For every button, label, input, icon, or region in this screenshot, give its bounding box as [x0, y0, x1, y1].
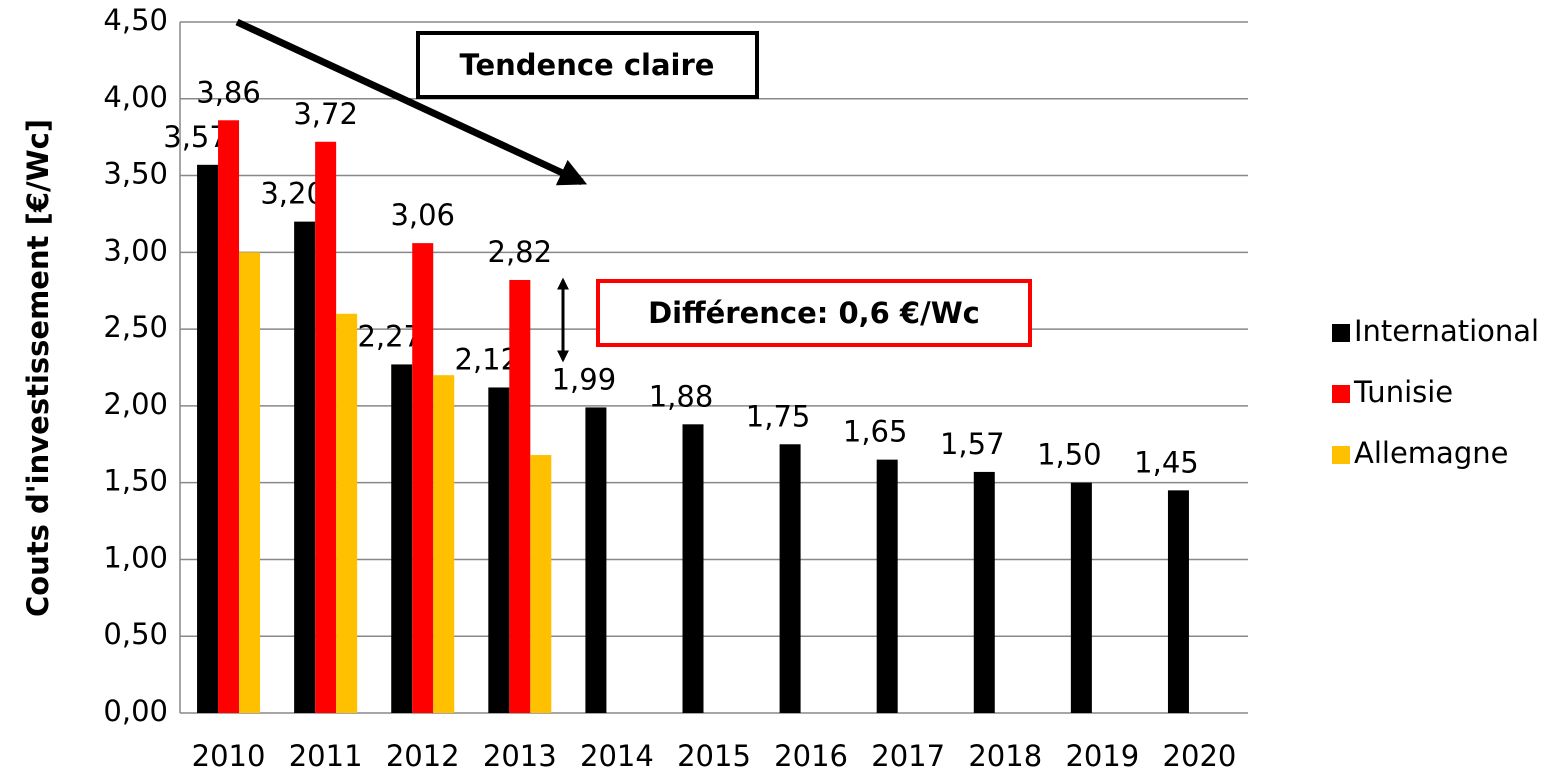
x-tick-label: 2016: [774, 739, 848, 773]
legend-label: Tunisie: [1353, 375, 1453, 409]
bar: [336, 313, 358, 713]
y-tick-label: 0,00: [103, 694, 168, 728]
legend-swatch: [1332, 324, 1350, 342]
x-tick-label: 2019: [1065, 739, 1139, 773]
x-tick-label: 2011: [289, 739, 363, 773]
data-label: 2,82: [488, 235, 553, 269]
trend-arrow: [235, 18, 588, 186]
x-tick-label: 2018: [968, 739, 1042, 773]
annotation-box: [596, 279, 1032, 347]
data-label: 1,50: [1037, 438, 1102, 472]
data-label: 1,45: [1134, 445, 1199, 479]
data-label: 1,88: [649, 379, 714, 413]
legend-swatch: [1332, 446, 1350, 464]
y-tick-label: 1,00: [103, 540, 168, 574]
bar: [294, 221, 316, 713]
y-tick-label: 1,50: [103, 464, 168, 498]
annotation: Tendence claire: [460, 48, 715, 82]
bar: [973, 471, 995, 713]
data-label: 1,99: [552, 362, 617, 396]
y-tick-label: 2,50: [103, 310, 168, 344]
data-label: 1,57: [940, 427, 1005, 461]
annotation: Différence: 0,6 €/Wc: [648, 296, 980, 330]
bar: [876, 459, 898, 713]
legend-label: International: [1354, 314, 1539, 348]
data-label: 3,06: [390, 198, 455, 232]
y-tick-label: 4,00: [103, 80, 168, 114]
bar: [218, 120, 240, 713]
x-tick-label: 2020: [1163, 739, 1237, 773]
y-axis-title: Couts d'investissement [€/Wc]: [21, 119, 55, 617]
bar: [315, 141, 337, 714]
bar: [585, 407, 607, 713]
bar: [239, 252, 261, 714]
data-label: 2,12: [455, 342, 520, 376]
legend-swatch: [1332, 385, 1350, 403]
x-tick-label: 2012: [386, 739, 460, 773]
legend-label: Allemagne: [1354, 436, 1508, 470]
bar: [779, 444, 801, 713]
x-tick-label: 2017: [871, 739, 945, 773]
data-label: 3,20: [260, 177, 325, 211]
y-tick-label: 0,50: [103, 617, 168, 651]
data-label: 1,75: [746, 399, 811, 433]
bar: [1070, 482, 1092, 713]
data-label: 3,72: [293, 97, 358, 131]
data-label: 2,27: [357, 319, 422, 353]
y-tick-label: 3,50: [103, 157, 168, 191]
x-tick-label: 2014: [580, 739, 654, 773]
data-label: 1,65: [843, 415, 908, 449]
x-tick-label: 2010: [192, 739, 266, 773]
bar: [391, 364, 413, 713]
bar: [682, 424, 704, 713]
bar: [509, 279, 531, 713]
y-tick-label: 2,00: [103, 387, 168, 421]
data-label: 3,57: [163, 120, 228, 154]
x-tick-label: 2015: [677, 739, 751, 773]
x-tick-label: 2013: [483, 739, 557, 773]
data-label: 3,86: [196, 75, 261, 109]
bar: [433, 375, 455, 713]
y-tick-label: 3,00: [103, 233, 168, 267]
bar: [530, 455, 552, 713]
bar: [197, 164, 219, 714]
bar: [1167, 490, 1189, 713]
bar: [412, 243, 434, 713]
bar: [488, 387, 510, 713]
annotation-box: [416, 31, 759, 99]
y-tick-label: 4,50: [103, 3, 168, 37]
